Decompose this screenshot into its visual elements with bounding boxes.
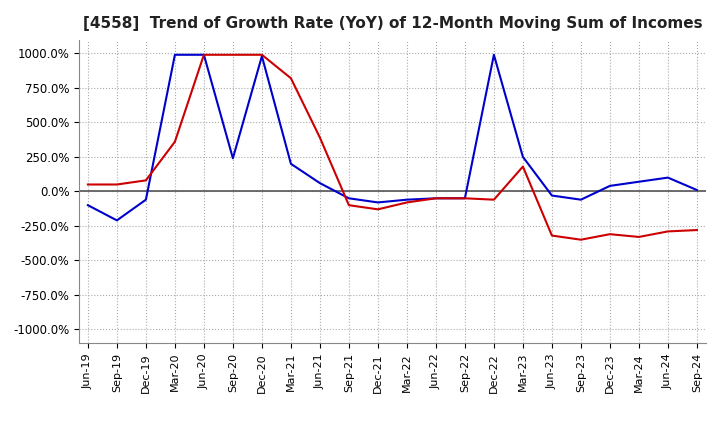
Net Income Growth Rate <box>693 227 701 233</box>
Net Income Growth Rate <box>634 234 643 239</box>
Net Income Growth Rate <box>199 52 208 57</box>
Line: Ordinary Income Growth Rate: Ordinary Income Growth Rate <box>88 55 697 220</box>
Line: Net Income Growth Rate: Net Income Growth Rate <box>88 55 697 240</box>
Ordinary Income Growth Rate <box>112 218 121 223</box>
Ordinary Income Growth Rate <box>228 156 237 161</box>
Ordinary Income Growth Rate <box>634 179 643 184</box>
Net Income Growth Rate <box>315 135 324 140</box>
Ordinary Income Growth Rate <box>490 52 498 57</box>
Net Income Growth Rate <box>402 200 411 205</box>
Ordinary Income Growth Rate <box>374 200 382 205</box>
Ordinary Income Growth Rate <box>548 193 557 198</box>
Net Income Growth Rate <box>84 182 92 187</box>
Ordinary Income Growth Rate <box>287 161 295 166</box>
Net Income Growth Rate <box>374 207 382 212</box>
Net Income Growth Rate <box>606 231 614 237</box>
Ordinary Income Growth Rate <box>345 196 354 201</box>
Net Income Growth Rate <box>490 197 498 202</box>
Ordinary Income Growth Rate <box>518 154 527 160</box>
Net Income Growth Rate <box>228 52 237 57</box>
Net Income Growth Rate <box>258 52 266 57</box>
Ordinary Income Growth Rate <box>461 196 469 201</box>
Net Income Growth Rate <box>431 196 440 201</box>
Net Income Growth Rate <box>518 164 527 169</box>
Ordinary Income Growth Rate <box>693 187 701 193</box>
Net Income Growth Rate <box>345 202 354 208</box>
Net Income Growth Rate <box>287 76 295 81</box>
Ordinary Income Growth Rate <box>402 197 411 202</box>
Ordinary Income Growth Rate <box>664 175 672 180</box>
Net Income Growth Rate <box>548 233 557 238</box>
Title: [4558]  Trend of Growth Rate (YoY) of 12-Month Moving Sum of Incomes: [4558] Trend of Growth Rate (YoY) of 12-… <box>83 16 702 32</box>
Ordinary Income Growth Rate <box>199 52 208 57</box>
Net Income Growth Rate <box>461 196 469 201</box>
Net Income Growth Rate <box>112 182 121 187</box>
Net Income Growth Rate <box>171 139 179 144</box>
Net Income Growth Rate <box>664 229 672 234</box>
Net Income Growth Rate <box>577 237 585 242</box>
Ordinary Income Growth Rate <box>577 197 585 202</box>
Ordinary Income Growth Rate <box>84 202 92 208</box>
Ordinary Income Growth Rate <box>258 54 266 59</box>
Ordinary Income Growth Rate <box>315 180 324 186</box>
Net Income Growth Rate <box>142 178 150 183</box>
Ordinary Income Growth Rate <box>431 196 440 201</box>
Ordinary Income Growth Rate <box>606 183 614 188</box>
Ordinary Income Growth Rate <box>142 197 150 202</box>
Ordinary Income Growth Rate <box>171 52 179 57</box>
